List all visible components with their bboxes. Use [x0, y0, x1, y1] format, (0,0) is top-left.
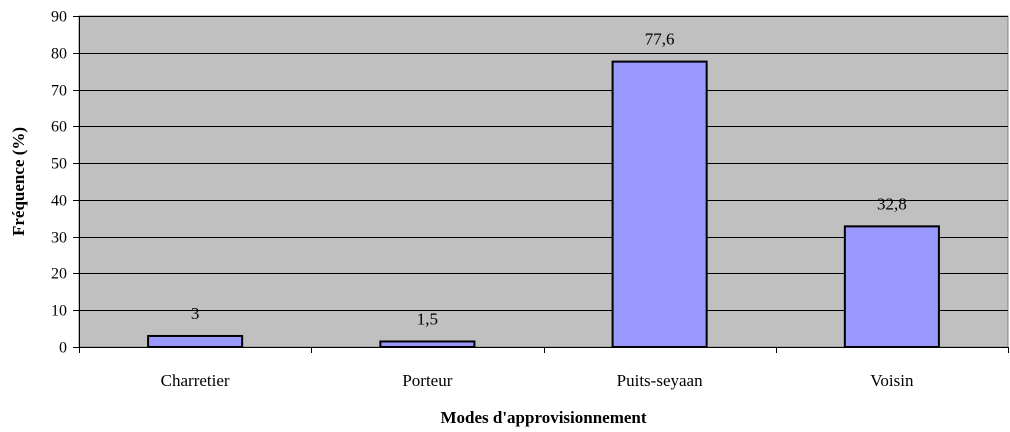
- x-tick-label: Porteur: [402, 371, 452, 390]
- y-tick-label: 0: [59, 340, 67, 357]
- bars: [147, 60, 940, 349]
- x-tick-labels: Charretier Porteur Puits-seyaan Voisin: [161, 371, 914, 390]
- y-tick-label: 20: [51, 266, 67, 283]
- y-tick-label: 90: [51, 9, 67, 26]
- bar-puits-seyaan: [611, 60, 708, 349]
- data-labels: 3 1,5 77,6 32,8: [191, 30, 907, 329]
- data-label: 32,8: [877, 194, 907, 213]
- x-tick-label: Puits-seyaan: [617, 371, 703, 390]
- x-axis-title: Modes d'approvisionnement: [440, 408, 646, 427]
- y-tick-label: 30: [51, 230, 67, 247]
- bar-voisin: [843, 225, 940, 348]
- data-label: 3: [191, 304, 200, 323]
- bar-charretier: [147, 334, 244, 349]
- axes: [73, 16, 1009, 353]
- data-label: 77,6: [645, 30, 675, 49]
- x-tick-label: Voisin: [870, 371, 914, 390]
- y-tick-label: 70: [51, 83, 67, 100]
- x-tick-label: Charretier: [161, 371, 230, 390]
- y-tick-labels: 0 10 20 30 40 50 60 70 80 90: [51, 9, 67, 357]
- y-tick-label: 40: [51, 193, 67, 210]
- y-tick-label: 80: [51, 46, 67, 63]
- y-tick-label: 10: [51, 303, 67, 320]
- y-axis-title: Fréquence (%): [9, 127, 28, 236]
- data-label: 1,5: [417, 309, 438, 328]
- y-tick-label: 50: [51, 156, 67, 173]
- y-tick-label: 60: [51, 119, 67, 136]
- bar-porteur: [379, 340, 476, 349]
